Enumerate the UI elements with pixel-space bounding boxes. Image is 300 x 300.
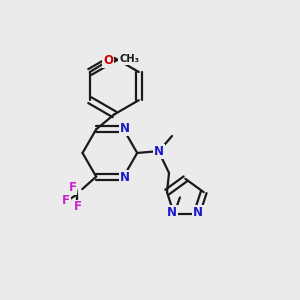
Text: F: F (61, 194, 70, 207)
Text: F: F (74, 200, 83, 214)
Text: N: N (154, 145, 164, 158)
Text: O: O (103, 54, 113, 67)
Text: N: N (167, 206, 177, 219)
Text: N: N (193, 206, 203, 219)
Text: F: F (68, 181, 76, 194)
Text: CH₃: CH₃ (119, 54, 139, 64)
Text: N: N (120, 122, 130, 135)
Text: N: N (120, 171, 130, 184)
